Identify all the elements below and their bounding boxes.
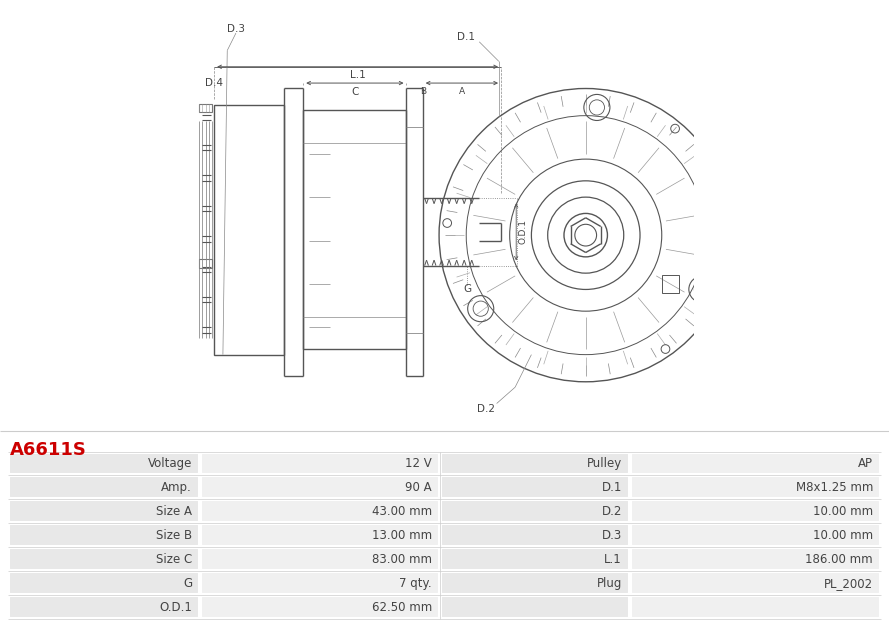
Text: D.4: D.4 bbox=[205, 78, 223, 88]
Text: O.D.1: O.D.1 bbox=[159, 601, 192, 614]
Bar bbox=[441, 477, 629, 498]
Bar bbox=[201, 548, 439, 570]
Bar bbox=[9, 572, 199, 594]
Text: 12 V: 12 V bbox=[405, 457, 432, 470]
Bar bbox=[201, 572, 439, 594]
Text: D.1: D.1 bbox=[457, 32, 476, 42]
Bar bbox=[199, 259, 212, 268]
Bar bbox=[631, 548, 880, 570]
Text: 62.50 mm: 62.50 mm bbox=[372, 601, 432, 614]
Bar bbox=[631, 452, 880, 475]
Bar bbox=[9, 596, 199, 618]
Bar bbox=[9, 525, 199, 546]
Bar bbox=[201, 452, 439, 475]
Text: 43.00 mm: 43.00 mm bbox=[372, 505, 432, 518]
Text: C: C bbox=[351, 87, 358, 97]
Bar bbox=[441, 596, 629, 618]
Text: Size C: Size C bbox=[156, 553, 192, 566]
Bar bbox=[441, 572, 629, 594]
Text: D.2: D.2 bbox=[602, 505, 622, 518]
Text: G: G bbox=[463, 285, 471, 295]
Text: Size A: Size A bbox=[156, 505, 192, 518]
Text: 13.00 mm: 13.00 mm bbox=[372, 529, 432, 542]
Text: Amp.: Amp. bbox=[161, 481, 192, 494]
Text: 10.00 mm: 10.00 mm bbox=[813, 529, 873, 542]
Text: 83.00 mm: 83.00 mm bbox=[372, 553, 432, 566]
Text: AP: AP bbox=[858, 457, 873, 470]
Bar bbox=[201, 477, 439, 498]
Text: B: B bbox=[420, 87, 426, 97]
Bar bbox=[201, 500, 439, 522]
Text: D.3: D.3 bbox=[227, 24, 245, 34]
Text: 7 qty.: 7 qty. bbox=[399, 577, 432, 589]
Text: Voltage: Voltage bbox=[148, 457, 192, 470]
Bar bbox=[441, 548, 629, 570]
Bar bbox=[201, 596, 439, 618]
Text: L.1: L.1 bbox=[605, 553, 622, 566]
Text: A: A bbox=[459, 87, 465, 97]
Text: D.2: D.2 bbox=[477, 404, 495, 414]
Text: 10.00 mm: 10.00 mm bbox=[813, 505, 873, 518]
Bar bbox=[9, 452, 199, 475]
Text: Pulley: Pulley bbox=[587, 457, 622, 470]
Bar bbox=[214, 105, 284, 354]
Bar bbox=[631, 596, 880, 618]
Text: Plug: Plug bbox=[597, 577, 622, 589]
Bar bbox=[631, 572, 880, 594]
Text: 186.00 mm: 186.00 mm bbox=[805, 553, 873, 566]
Text: D.3: D.3 bbox=[602, 529, 622, 542]
Text: Size B: Size B bbox=[156, 529, 192, 542]
Bar bbox=[441, 452, 629, 475]
Text: A6611S: A6611S bbox=[10, 440, 87, 459]
Text: L.1: L.1 bbox=[349, 70, 365, 80]
Bar bbox=[631, 477, 880, 498]
Bar bbox=[201, 525, 439, 546]
Text: M8x1.25 mm: M8x1.25 mm bbox=[796, 481, 873, 494]
Bar bbox=[441, 500, 629, 522]
Bar bbox=[631, 525, 880, 546]
Bar bbox=[199, 103, 212, 112]
Text: D.1: D.1 bbox=[602, 481, 622, 494]
Bar bbox=[631, 500, 880, 522]
Bar bbox=[9, 500, 199, 522]
Bar bbox=[303, 110, 406, 350]
Bar bbox=[9, 548, 199, 570]
Bar bbox=[661, 275, 679, 293]
Bar bbox=[9, 477, 199, 498]
Text: 90 A: 90 A bbox=[405, 481, 432, 494]
Bar bbox=[441, 525, 629, 546]
Text: O.D.1: O.D.1 bbox=[518, 219, 527, 244]
Text: G: G bbox=[183, 577, 192, 589]
Text: PL_2002: PL_2002 bbox=[824, 577, 873, 589]
